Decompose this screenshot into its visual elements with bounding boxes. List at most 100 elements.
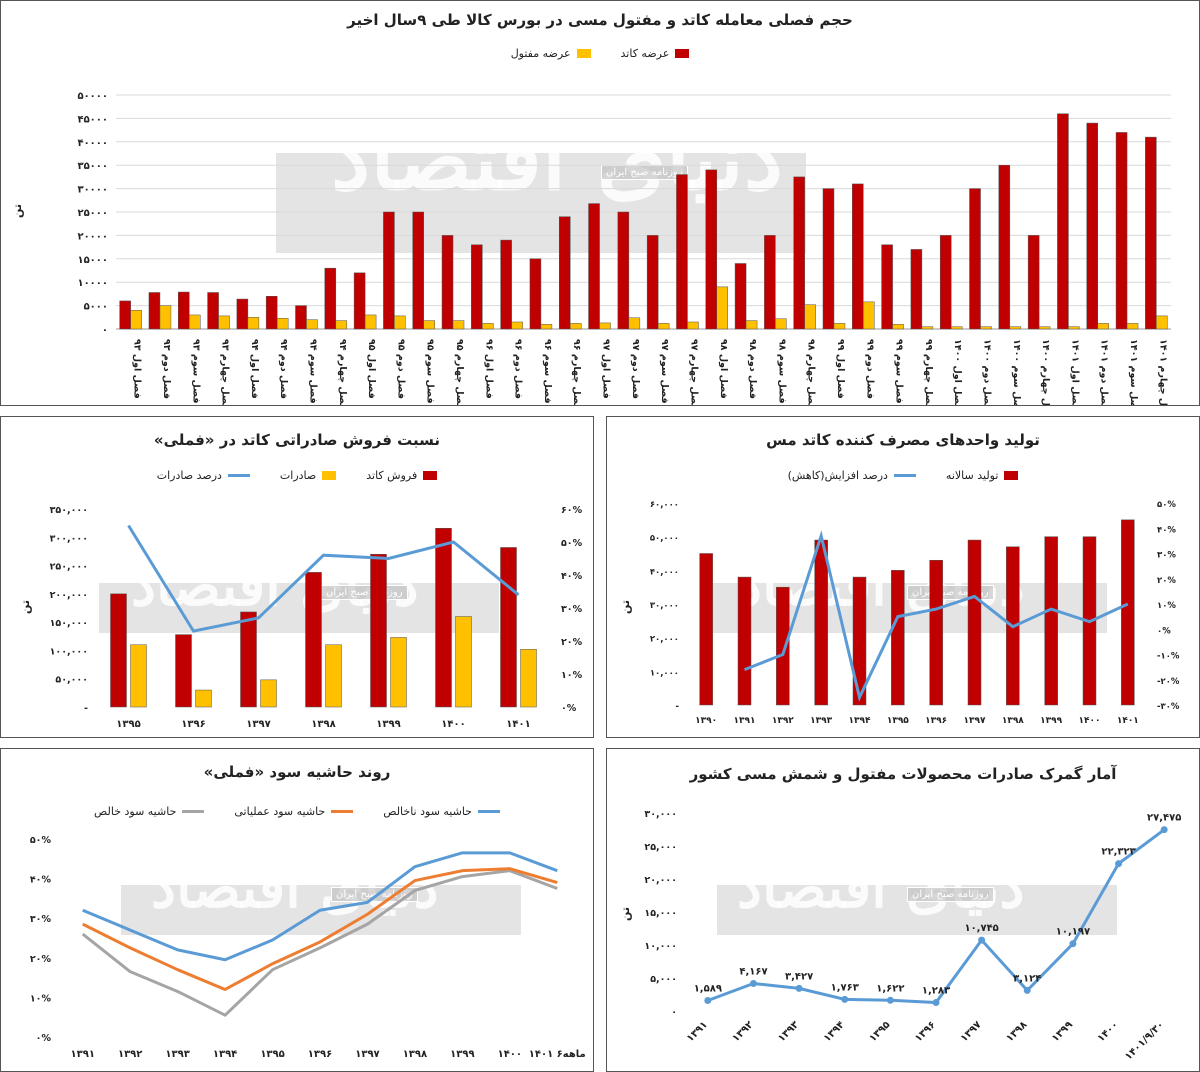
x-tick-label: ۱۳۹۶ [913,1019,938,1044]
data-point [749,979,757,987]
chart-title: آمار گمرک صادرات محصولات مفتول و شمش مسی… [689,765,1117,783]
x-tick-label: فصل دوم ۹۶ [513,339,524,399]
legend-swatch-yellow [576,49,591,58]
x-tick-label: فصل سوم ۱۴۰۱ [1128,339,1139,406]
y-axis-label: تن [619,600,632,614]
legend-swatch-blue-line [478,810,500,813]
x-tick-label: ۱۴۰۰ [441,719,465,730]
legend-label: عرضه کاتد [620,47,670,60]
x-tick-label: ۱۴۰۱ ۶ماهه [529,1049,586,1060]
x-tick-label: ۱۳۹۳ [810,716,832,726]
legend-item-annual-production: تولید سالانه [946,469,1019,482]
bar-wire [394,315,406,330]
chart-legend: تولید سالانه درصد افزایش(کاهش) [607,469,1199,482]
bar-annual-production [699,553,713,706]
legend-swatch-red [423,471,438,480]
x-tick-label: فصل چهارم ۱۴۰۱ [1157,339,1168,406]
bar-wire [1097,323,1109,330]
bar-wire [687,321,699,330]
y2-tick-label: ۵۰% [1157,500,1176,510]
line-net-margin [81,869,558,1017]
y2-tick-label: ۳۰% [561,604,583,615]
panel-margins-chart: دنیای اقتصاد روزنامه صبح ایران ۰% ۱۰% ۲۰% ۳… [0,748,594,1072]
y-tick-label: ۵,۰۰۰ [650,974,677,985]
bar-wire [804,304,816,330]
bar-cathode [1027,235,1040,330]
margins-line-chart: ۰% ۱۰% ۲۰% ۳۰% ۴۰% ۵۰% ۱۳۹۱ ۱۳۹۲ ۱۳۹۳ ۱۳۹۴ ۱۳۹۵ ۱۳۹… [30,835,586,1060]
bar-exports [195,689,212,708]
legend-swatch-blue-line [893,474,916,477]
panel-customs-chart: دنیای اقتصاد روزنامه صبح ایران ۰ ۵,۰۰۰ ۱۰,… [606,748,1200,1072]
legend-item-operating-margin: حاشیه سود عملیاتی [234,805,354,818]
y-tick-label: ۲۵۰۰۰ [77,208,108,219]
bar-exports [325,644,342,708]
line-gross-margin [82,851,558,962]
x-tick-label: ۱۳۹۷ [959,1019,984,1044]
x-tick-label: فصل دوم ۹۸ [747,339,758,399]
bar-wire [306,319,318,330]
x-tick-label: فصل دوم ۹۵ [395,339,406,399]
bar-cathode [558,216,571,330]
x-tick-label: فصل سوم ۹۸ [776,339,787,404]
bar-cathode [500,239,512,330]
y-tick-label: - [84,703,88,714]
bar-cathode [295,305,307,330]
x-tick-label: ۱۳۹۵ [116,719,140,730]
legend-label: عرضه مفتول [510,47,571,60]
y-tick-label: ۴۰۰۰۰ [77,138,108,149]
y2-tick-label: ۱۰% [1157,601,1176,611]
bar-cathode [588,203,600,330]
y2-tick-label: ۶۰% [561,505,583,516]
x-tick-label: ۱۴۰۱/۹/۳۰ [1123,1019,1166,1062]
legend-item-cathode-sales: فروش کاتد [366,469,438,482]
x-tick-label: فصل دوم ۹۹ [864,339,875,399]
x-tick-label: فصل سوم ۹۴ [307,339,318,404]
data-point [1115,860,1123,868]
bar-cathode [676,174,688,330]
legend-item-wire: عرضه مفتول [511,47,591,60]
y2-tick-label: ۱۰% [561,670,583,681]
x-tick-label: ۱۳۹۳ [776,1019,801,1044]
bar-cathode [529,258,542,330]
x-tick-label: فصل اول ۹۶ [483,339,494,399]
bar-annual-production [891,570,905,706]
bar-cathode [412,211,424,330]
y2-tick-label: ۰% [1157,626,1171,636]
x-tick-label: فصل سوم ۹۷ [659,339,670,404]
bar-wire [189,314,201,330]
bar-cathode [1145,136,1157,330]
x-tick-label: ۱۳۹۵ [867,1019,892,1044]
bar-cathode [910,249,923,330]
bar-wire [364,314,377,330]
bar-cathode [119,300,131,330]
bar-cathode [881,244,893,330]
y2-tick-label: ۴۰% [561,571,583,582]
customs-line-chart: ۰ ۵,۰۰۰ ۱۰,۰۰۰ ۱۵,۰۰۰ ۲۰,۰۰۰ ۲۵,۰۰۰ ۳۰,۰۰۰ تن ۱,… [619,809,1181,1062]
chart-title: تولید واحدهای مصرف کننده کاتد مس [766,431,1040,449]
legend-item-cathode: عرضه کاتد [621,47,690,60]
x-tick-label: فصل اول ۱۴۰۰ [952,339,963,406]
bar-cathode [265,295,278,330]
x-tick-label: ۱۳۹۳ [165,1049,189,1060]
y-axis-label: تن [19,600,32,614]
x-tick-label: فصل اول ۹۷ [601,339,612,399]
x-tick-label: ۱۳۹۸ [1002,716,1024,726]
x-tick-label: ۱۳۹۶ [925,716,947,726]
bar-wire [482,323,494,330]
bar-cathode [148,292,161,330]
bar-cathode [939,235,952,330]
x-tick-label: ۱۳۹۹ [1050,1019,1075,1044]
legend-label: صادرات [279,469,317,482]
x-tick-label: فصل چهارم ۹۷ [688,339,699,406]
x-tick-label: ۱۳۹۶ [308,1049,332,1060]
y2-tick-label: ۳۰% [1157,551,1176,561]
legend-label: درصد افزایش(کاهش) [787,469,888,482]
chart-legend: فروش کاتد صادرات درصد صادرات [1,469,593,482]
x-tick-label: فصل چهارم ۹۴ [337,339,348,406]
x-tick-label: فصل چهارم ۹۸ [806,339,817,406]
legend-item-gross-margin: حاشیه سود ناخالص [383,805,500,818]
x-tick-label: ۱۳۹۶ [181,719,205,730]
quarterly-bar-chart: ۰ ۵۰۰۰ ۱۰۰۰۰ ۱۵۰۰۰ ۲۰۰۰۰ ۲۵۰۰۰ ۳۰۰۰۰ ۳۵۰۰۰ ۴۰۰۰۰… [11,91,1171,406]
bar-annual-production [1044,536,1058,706]
y-tick-label: ۵۰% [30,835,52,846]
